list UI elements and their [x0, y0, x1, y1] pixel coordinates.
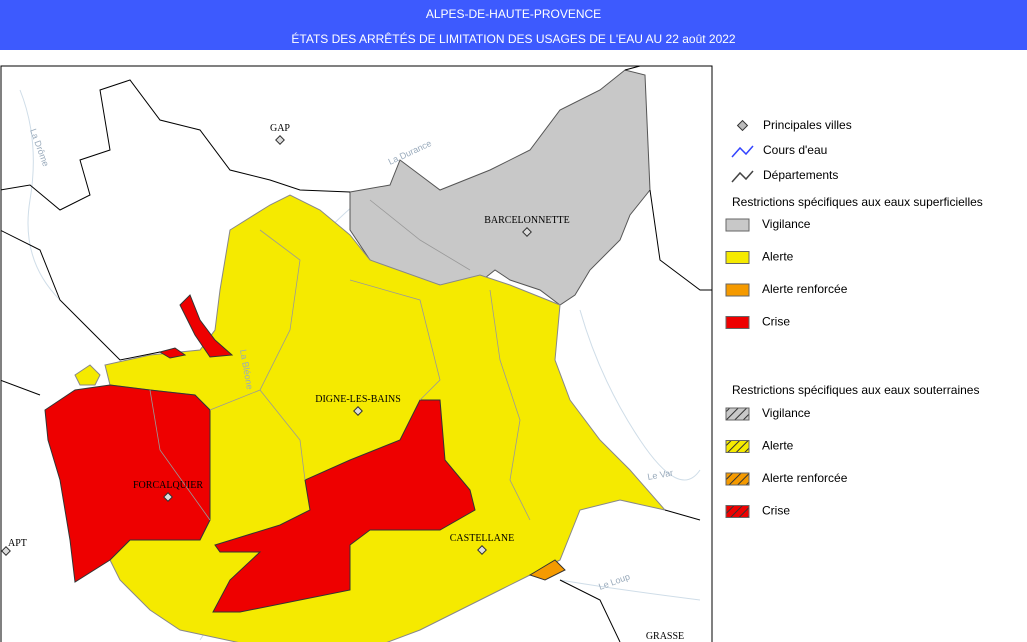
legend-label: Alerte renforcée [762, 471, 848, 485]
zone-crise [212, 399, 476, 613]
river-label: Le Var [647, 468, 674, 482]
city-marker [1, 546, 11, 556]
city-label: DIGNE-LES-BAINS [315, 394, 401, 405]
city-label: GAP [270, 123, 290, 134]
city-marker [522, 227, 532, 237]
legend-label: Alerte renforcée [762, 282, 848, 296]
city-marker [163, 492, 173, 502]
map [1, 66, 712, 642]
legend-swatch [725, 283, 750, 297]
legend-icon [736, 119, 749, 132]
legend-icon [731, 145, 754, 158]
zone-crise [158, 347, 187, 359]
cities: GAP BARCELONNETTE DIGNE-LES-BAINS FORCALQUI… [1, 123, 684, 642]
department-borders [1, 66, 712, 642]
legend-section-title: Restrictions spécifiques aux eaux superf… [732, 195, 983, 209]
city-label: GRASSE [646, 631, 684, 642]
city-marker [353, 406, 363, 416]
legend-swatch-hatch [725, 440, 750, 453]
city-label: APT [8, 538, 27, 549]
legend-label: Vigilance [762, 406, 811, 420]
legend-swatch-hatch [725, 505, 750, 518]
legend-label: Vigilance [762, 217, 811, 231]
legend-label: Départements [763, 168, 838, 182]
legend-icon [731, 170, 754, 183]
basin-lines [149, 199, 531, 521]
legend-label: Alerte [762, 439, 794, 453]
city-label: BARCELONNETTE [484, 215, 570, 226]
zone-alerte [74, 364, 101, 386]
city-marker [275, 135, 285, 145]
city-label: CASTELLANE [450, 533, 514, 544]
city-label: FORCALQUIER [133, 480, 203, 491]
legend-swatch [725, 251, 750, 264]
legend-swatch [725, 316, 750, 329]
header-title: ALPES-DE-HAUTE-PROVENCE [425, 7, 602, 21]
zone-crise [179, 294, 234, 358]
legend-label: Cours d'eau [763, 143, 827, 157]
zone-alerte-renforcee [528, 559, 566, 581]
header-subtitle: ÉTATS DES ARRÊTÉS DE LIMITATION DES USAG… [291, 32, 736, 46]
city-marker [477, 545, 487, 555]
legend-swatch-hatch [725, 472, 750, 486]
header: ALPES-DE-HAUTE-PROVENCE ÉTATS DES ARRÊTÉ… [0, 0, 1027, 50]
legend-section-title: Restrictions spécifiques aux eaux souter… [732, 383, 979, 397]
legend: Principales villes Cours d'eau Département… [725, 118, 983, 518]
zone-crise [44, 384, 211, 583]
legend-label: Principales villes [763, 118, 852, 132]
legend-swatch [725, 218, 750, 232]
legend-label: Alerte [762, 250, 794, 264]
legend-label: Crise [762, 315, 790, 329]
legend-swatch-hatch [725, 407, 750, 421]
legend-label: Crise [762, 504, 790, 518]
